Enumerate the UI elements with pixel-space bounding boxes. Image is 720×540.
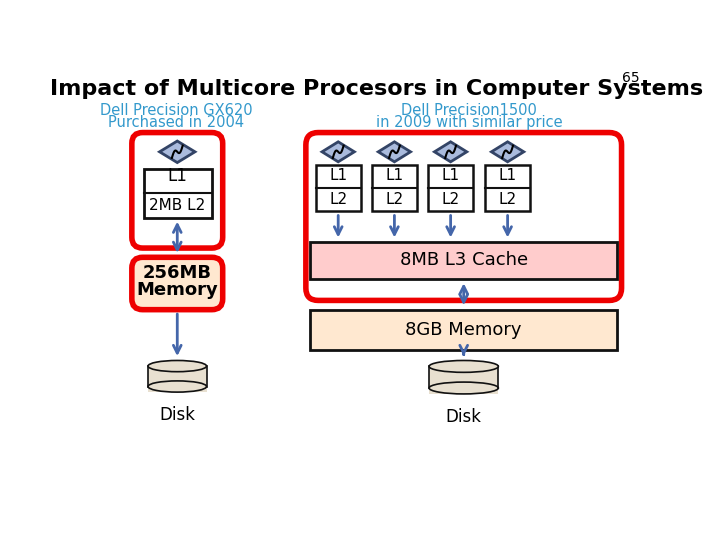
Text: L1: L1 bbox=[385, 168, 403, 183]
Text: Disk: Disk bbox=[159, 406, 195, 424]
Text: 256MB: 256MB bbox=[143, 264, 212, 282]
Text: L1: L1 bbox=[329, 168, 347, 183]
Bar bbox=[485, 165, 530, 211]
Bar bbox=[316, 165, 361, 211]
FancyBboxPatch shape bbox=[132, 132, 222, 248]
Bar bbox=[310, 309, 617, 350]
Text: 2MB L2: 2MB L2 bbox=[149, 198, 205, 213]
Text: L2: L2 bbox=[329, 192, 347, 207]
FancyBboxPatch shape bbox=[132, 257, 222, 309]
Text: Purchased in 2004: Purchased in 2004 bbox=[109, 115, 245, 130]
Polygon shape bbox=[160, 141, 195, 163]
Bar bbox=[372, 165, 417, 211]
Polygon shape bbox=[434, 142, 467, 162]
Bar bbox=[310, 242, 617, 279]
Text: L1: L1 bbox=[498, 168, 517, 183]
Bar bbox=[429, 367, 498, 394]
Text: L1: L1 bbox=[167, 167, 187, 185]
Text: 65: 65 bbox=[622, 71, 640, 85]
Polygon shape bbox=[492, 142, 523, 162]
Bar bbox=[148, 366, 207, 392]
Ellipse shape bbox=[429, 382, 498, 394]
Bar bbox=[144, 168, 212, 218]
Text: L2: L2 bbox=[498, 192, 517, 207]
FancyBboxPatch shape bbox=[306, 132, 621, 300]
Text: Dell Precision GX620: Dell Precision GX620 bbox=[100, 103, 253, 118]
Ellipse shape bbox=[148, 361, 207, 372]
Polygon shape bbox=[378, 142, 410, 162]
Bar bbox=[428, 165, 473, 211]
Text: Disk: Disk bbox=[446, 408, 482, 426]
Text: L2: L2 bbox=[385, 192, 403, 207]
Ellipse shape bbox=[429, 361, 498, 373]
Text: L1: L1 bbox=[441, 168, 459, 183]
Text: in 2009 with similar price: in 2009 with similar price bbox=[376, 115, 562, 130]
Text: Impact of Multicore Procesors in Computer Systems: Impact of Multicore Procesors in Compute… bbox=[50, 79, 703, 99]
Ellipse shape bbox=[148, 381, 207, 392]
Text: 8GB Memory: 8GB Memory bbox=[405, 321, 522, 339]
Text: 8MB L3 Cache: 8MB L3 Cache bbox=[400, 252, 528, 269]
Text: L2: L2 bbox=[441, 192, 459, 207]
Polygon shape bbox=[322, 142, 354, 162]
Text: Dell Precision1500: Dell Precision1500 bbox=[401, 103, 537, 118]
Text: Memory: Memory bbox=[136, 281, 218, 299]
